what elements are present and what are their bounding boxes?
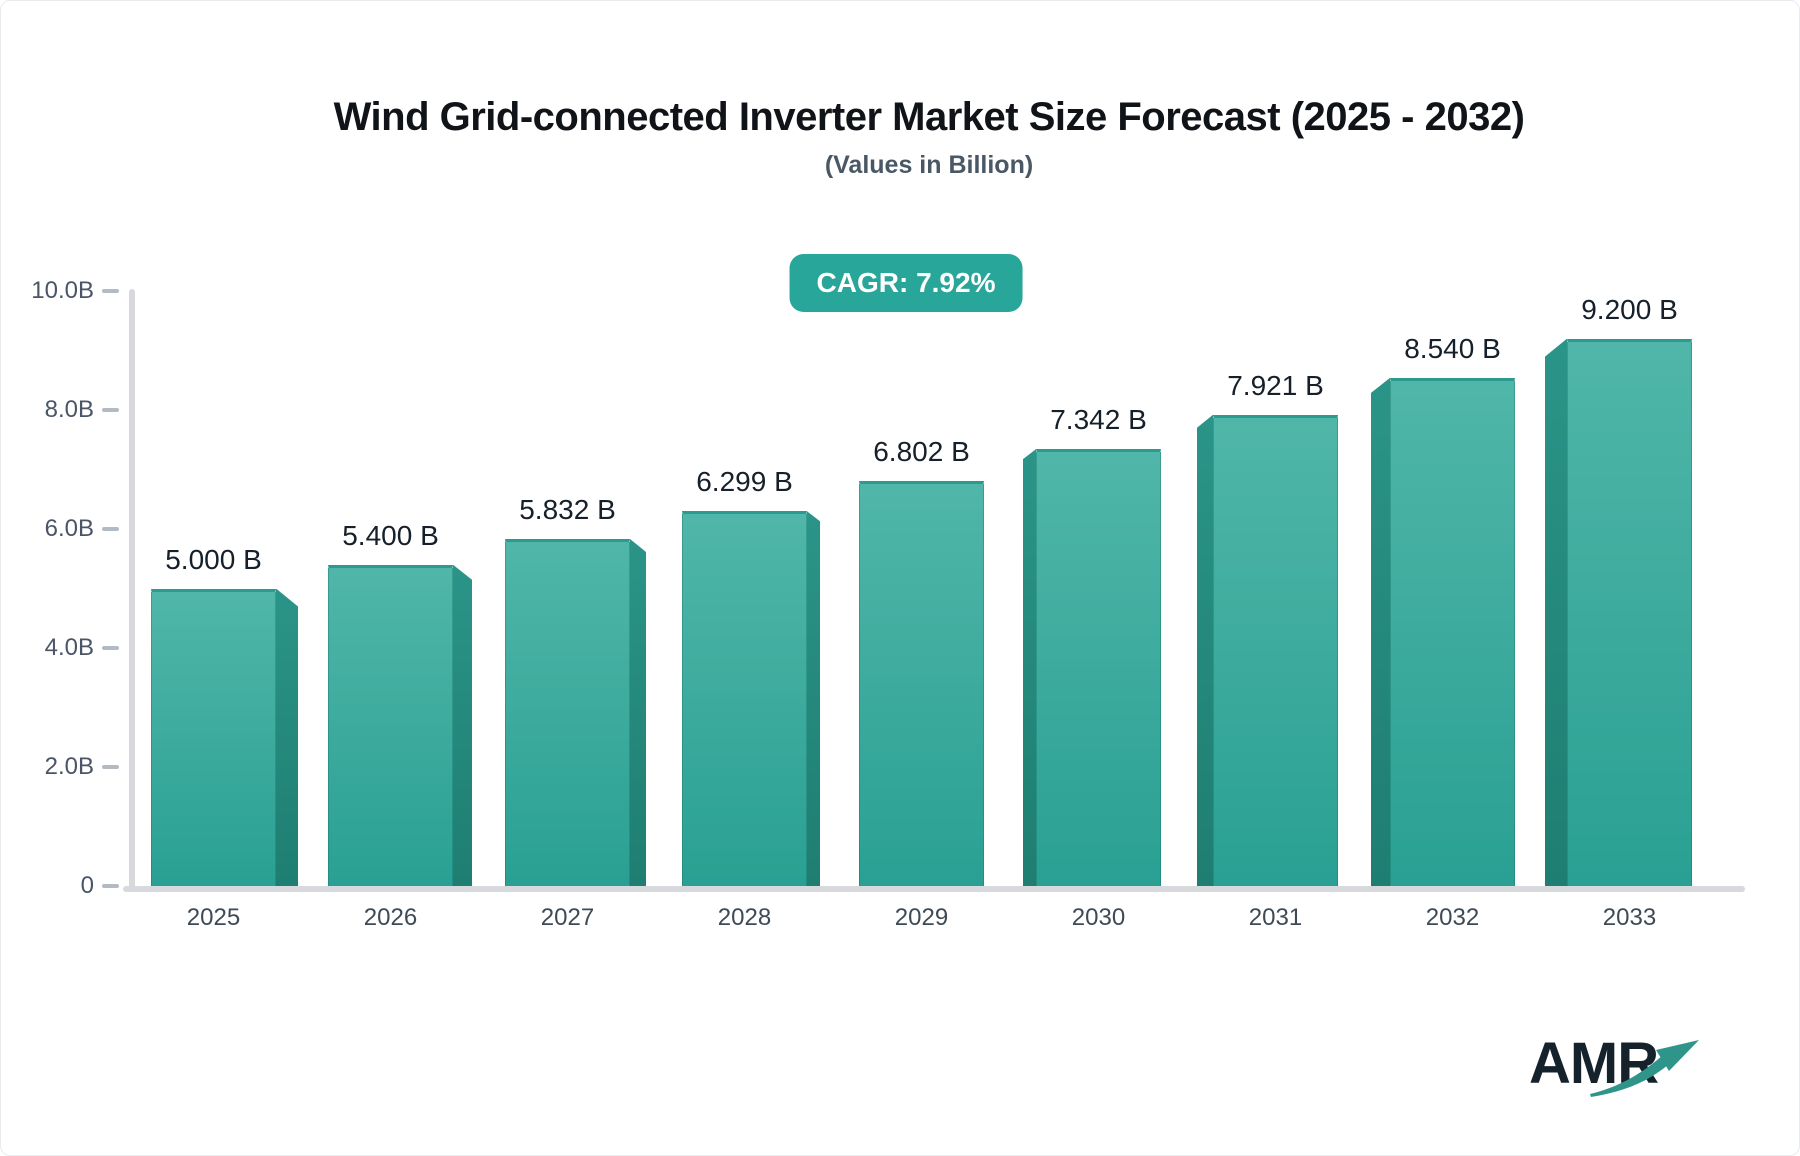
bar-value-label-2025: 5.000 B — [165, 543, 262, 575]
bar-side-face-2030 — [1023, 449, 1036, 886]
y-axis-tick-label: 8.0B — [44, 396, 94, 423]
x-axis-label-2025: 2025 — [186, 904, 241, 931]
bar-side-face-2033 — [1545, 338, 1567, 886]
bar-value-label-2033: 9.200 B — [1581, 293, 1678, 325]
x-axis-label-2032: 2032 — [1425, 904, 1480, 931]
chart-subtitle: (Values in Billion) — [824, 151, 1034, 179]
bar-value-label-2031: 7.921 B — [1227, 369, 1324, 401]
bar-2031[interactable] — [1213, 414, 1338, 886]
chart-title: Wind Grid-connected Inverter Market Size… — [333, 95, 1525, 139]
bar-2030[interactable] — [1036, 449, 1161, 886]
bar-value-label-2030: 7.342 B — [1050, 404, 1147, 436]
y-axis-tick — [102, 765, 119, 769]
bar-2025[interactable] — [151, 588, 276, 886]
x-axis-label-2030: 2030 — [1071, 904, 1126, 931]
bar-value-label-2028: 6.299 B — [696, 466, 793, 498]
y-axis-tick — [102, 527, 119, 531]
bar-side-face-2028 — [807, 511, 820, 886]
y-axis-line — [129, 289, 135, 892]
amr-logo: AMR — [1529, 1035, 1719, 1110]
x-axis-line — [123, 886, 1745, 892]
y-axis-tick — [102, 408, 119, 412]
y-axis-tick-label: 0 — [80, 872, 94, 899]
bar-side-face-2026 — [453, 564, 472, 886]
y-axis-tick — [102, 646, 119, 650]
y-axis-tick-label: 10.0B — [31, 277, 94, 304]
x-axis-label-2028: 2028 — [717, 904, 772, 931]
bar-value-label-2027: 5.832 B — [519, 493, 616, 525]
x-axis-label-2029: 2029 — [894, 904, 949, 931]
y-axis-tick — [102, 884, 119, 888]
bar-2032[interactable] — [1390, 377, 1515, 886]
y-axis-tick — [102, 289, 119, 293]
bar-2026[interactable] — [328, 564, 453, 886]
y-axis-tick-label: 4.0B — [44, 634, 94, 661]
bar-side-face-2032 — [1371, 377, 1390, 886]
bar-2027[interactable] — [505, 538, 630, 886]
bar-side-face-2031 — [1197, 414, 1213, 886]
bar-2033[interactable] — [1567, 338, 1692, 886]
y-axis-tick-label: 2.0B — [44, 753, 94, 780]
x-axis-label-2033: 2033 — [1602, 904, 1657, 931]
x-axis-label-2031: 2031 — [1248, 904, 1303, 931]
y-axis-tick-label: 6.0B — [44, 515, 94, 542]
bar-2028[interactable] — [682, 511, 807, 886]
bar-side-face-2025 — [276, 588, 298, 886]
bar-value-label-2029: 6.802 B — [873, 436, 970, 468]
bar-value-label-2032: 8.540 B — [1404, 332, 1501, 364]
x-axis-label-2027: 2027 — [540, 904, 595, 931]
bar-side-face-2027 — [630, 538, 646, 886]
bar-value-label-2026: 5.400 B — [342, 519, 439, 551]
x-axis-label-2026: 2026 — [363, 904, 418, 931]
cagr-badge: CAGR: 7.92% — [789, 254, 1023, 312]
bar-2029[interactable] — [859, 481, 984, 886]
upward-trend-arrow-icon — [1590, 1040, 1699, 1097]
